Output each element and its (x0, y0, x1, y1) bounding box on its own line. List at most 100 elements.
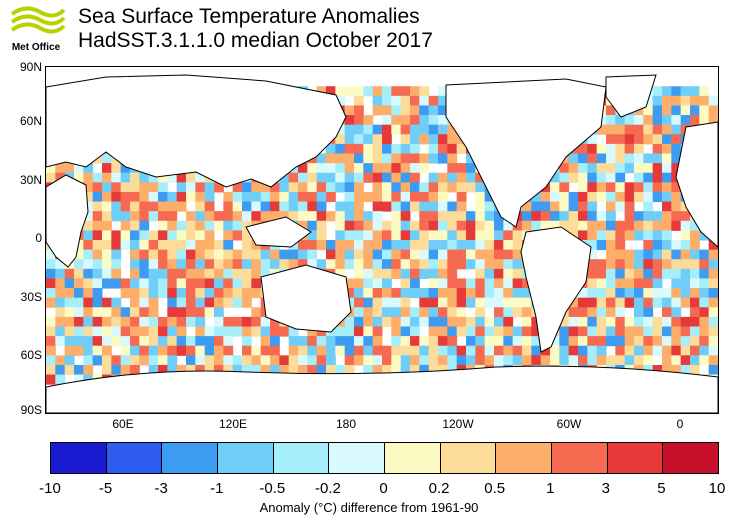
anomaly-cell (288, 259, 299, 270)
lon-label-120w: 120W (442, 417, 474, 431)
anomaly-cell (438, 278, 448, 289)
anomaly-cell (158, 259, 168, 270)
anomaly-cell (503, 326, 514, 337)
anomaly-cell (148, 316, 159, 327)
anomaly-cell (634, 220, 644, 231)
anomaly-cell (494, 345, 504, 356)
anomaly-cell (466, 249, 476, 260)
anomaly-cell (466, 345, 476, 356)
anomaly-cell (400, 259, 411, 270)
anomaly-cell (288, 345, 299, 356)
title-line-2: HadSST.3.1.1.0 median October 2017 (78, 29, 433, 52)
anomaly-cell (615, 336, 626, 347)
anomaly-cell (652, 268, 663, 279)
anomaly-cell (176, 364, 187, 376)
anomaly-cell (699, 297, 710, 308)
anomaly-cell (615, 297, 626, 308)
anomaly-cell (354, 307, 364, 318)
anomaly-cell (522, 201, 532, 212)
anomaly-cell (55, 374, 66, 385)
anomaly-cell (391, 316, 402, 327)
anomaly-cell (382, 259, 392, 270)
anomaly-cell (83, 278, 94, 289)
anomaly-cell (251, 288, 262, 299)
anomaly-cell (578, 336, 588, 347)
anomaly-cell (606, 355, 616, 366)
anomaly-cell (232, 316, 243, 327)
anomaly-cell (484, 240, 495, 251)
anomaly-cell (242, 268, 252, 279)
anomaly-cell (382, 249, 392, 260)
anomaly-cell (372, 307, 383, 318)
anomaly-cell (46, 345, 56, 356)
anomaly-cell (531, 326, 542, 337)
anomaly-cell (242, 336, 252, 347)
anomaly-cell (456, 345, 467, 356)
anomaly-cell (587, 259, 598, 270)
anomaly-cell (503, 268, 514, 279)
anomaly-cell (652, 230, 663, 241)
anomaly-cell (46, 249, 56, 260)
anomaly-cell (596, 230, 607, 241)
anomaly-cell (354, 220, 364, 231)
anomaly-cell (92, 230, 103, 241)
met-office-swoosh-icon (10, 6, 66, 34)
anomaly-cell (344, 220, 355, 231)
anomaly-cell (335, 220, 346, 231)
anomaly-cell (568, 345, 579, 356)
anomaly-cell (223, 211, 234, 222)
anomaly-cell (699, 288, 710, 299)
anomaly-cell (643, 249, 654, 260)
anomaly-cell (223, 288, 234, 299)
anomaly-cell (699, 278, 710, 289)
anomaly-cell (494, 249, 504, 260)
anomaly-cell (522, 211, 532, 222)
anomaly-cell (195, 201, 206, 212)
anomaly-cell (438, 364, 448, 376)
anomaly-cell (391, 105, 402, 116)
anomaly-cell (662, 259, 672, 270)
anomaly-cell (102, 230, 112, 241)
anomaly-cell (307, 201, 318, 212)
anomaly-cell (64, 307, 75, 318)
anomaly-cell (643, 172, 654, 183)
anomaly-cell (568, 163, 579, 174)
anomaly-cell (102, 220, 112, 231)
anomaly-cell (372, 172, 383, 183)
anomaly-cell (335, 336, 346, 347)
anomaly-cell (102, 297, 112, 308)
anomaly-cell (111, 364, 122, 376)
anomaly-cell (260, 336, 271, 347)
anomaly-cell (615, 278, 626, 289)
anomaly-cell (204, 240, 215, 251)
anomaly-cell (503, 288, 514, 299)
anomaly-cell (223, 220, 234, 231)
anomaly-cell (680, 336, 691, 347)
anomaly-cell (606, 220, 616, 231)
anomaly-cell (167, 211, 178, 222)
anomaly-cell (699, 259, 710, 270)
anomaly-cell (428, 95, 439, 106)
anomaly-cell (587, 163, 598, 174)
anomaly-cell (363, 355, 374, 366)
anomaly-cell (316, 364, 327, 376)
anomaly-cell (102, 163, 112, 174)
anomaly-cell (130, 182, 140, 193)
anomaly-cell (615, 172, 626, 183)
anomaly-cell (92, 172, 103, 183)
anomaly-cell (372, 259, 383, 270)
colorbar-swatch (440, 443, 497, 473)
anomaly-cell (195, 336, 206, 347)
anomaly-cell (64, 326, 75, 337)
anomaly-cell (680, 297, 691, 308)
anomaly-cell (456, 297, 467, 308)
anomaly-cell (316, 211, 327, 222)
anomaly-cell (148, 182, 159, 193)
anomaly-cell (139, 201, 150, 212)
anomaly-cell (298, 182, 308, 193)
anomaly-cell (167, 220, 178, 231)
anomaly-cell (512, 240, 523, 251)
anomaly-cell (522, 326, 532, 337)
anomaly-cell (83, 249, 94, 260)
anomaly-cell (699, 316, 710, 327)
